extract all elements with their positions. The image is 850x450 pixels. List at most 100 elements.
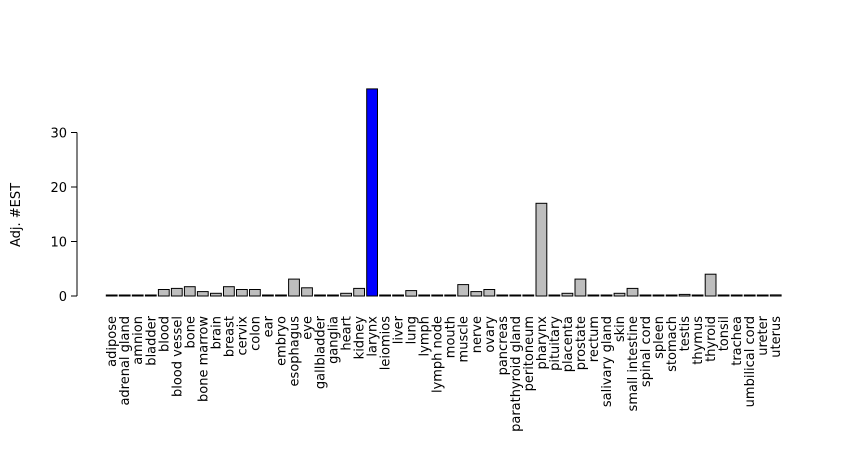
bar-lung xyxy=(405,290,418,297)
x-tick-label: esophagus xyxy=(288,316,303,387)
bar-peritoneum xyxy=(522,294,535,297)
x-tick-label: bone xyxy=(183,316,198,348)
bar-ear xyxy=(262,294,274,297)
bar-spleen xyxy=(652,294,665,297)
x-tick-label: adipose xyxy=(105,316,120,367)
x-tick-label: mouth xyxy=(444,316,459,358)
x-tick-label: placenta xyxy=(561,316,576,372)
bar-heart xyxy=(340,292,353,297)
x-tick-label: salivary gland xyxy=(600,316,615,407)
bar-blood xyxy=(157,289,170,297)
bar-bone-marrow xyxy=(196,291,209,297)
x-tick-label: ganglia xyxy=(327,316,342,364)
x-tick-label: colon xyxy=(248,316,263,351)
bar-adrenal-gland xyxy=(118,294,131,297)
x-tick-label: lung xyxy=(405,316,420,344)
bar-leiomios xyxy=(379,294,392,297)
bar-blood-vessel xyxy=(170,287,183,297)
bar-larynx xyxy=(366,88,379,297)
bar-uterus xyxy=(769,294,782,297)
x-tick-label: rectum xyxy=(587,316,602,362)
x-tick-label: testis xyxy=(678,316,693,352)
bar-bladder xyxy=(144,294,157,297)
x-tick-label: nerve xyxy=(470,316,485,353)
bar-stomach xyxy=(665,294,678,297)
bar-salivary-gland xyxy=(600,294,613,297)
bar-adipose xyxy=(105,294,118,297)
bar-amnion xyxy=(131,294,144,297)
bar-umbilical-cord xyxy=(743,294,756,297)
bar-pancreas xyxy=(496,294,509,297)
x-tick-label: prostate xyxy=(574,316,589,370)
bar-pharynx xyxy=(535,202,548,297)
x-tick-label: embryo xyxy=(275,316,290,366)
x-tick-label: uterus xyxy=(769,316,784,358)
x-tick-label: leiomios xyxy=(379,316,394,370)
x-tick-label: lymph node xyxy=(431,316,446,393)
y-tick-label: 20 xyxy=(50,181,67,196)
bar-eye xyxy=(301,287,313,297)
bar-liver xyxy=(392,294,405,297)
bar-lymph xyxy=(418,294,431,297)
bar-placenta xyxy=(561,292,574,297)
x-tick-label: blood xyxy=(157,316,172,352)
x-tick-label: bladder xyxy=(144,315,159,365)
bar-tonsil xyxy=(717,294,730,297)
x-tick-label: pituitary xyxy=(548,316,563,371)
x-tick-label: tonsil xyxy=(717,316,732,351)
bar-ganglia xyxy=(327,294,339,297)
bar-bone xyxy=(183,286,196,297)
x-tick-label: parathyroid gland xyxy=(509,316,524,432)
x-tick-label: eye xyxy=(301,316,316,340)
x-tick-label: muscle xyxy=(457,316,472,362)
x-tick-label: spleen xyxy=(652,316,667,359)
x-tick-label: liver xyxy=(392,315,407,344)
x-tick-label: gallbladder xyxy=(314,315,329,389)
bar-spinal-cord xyxy=(639,294,652,297)
bar-pituitary xyxy=(548,294,561,297)
bar-thyroid xyxy=(704,273,717,297)
x-tick-label: blood vessel xyxy=(170,316,185,397)
x-tick-label: spinal cord xyxy=(639,316,654,387)
bar-ureter xyxy=(756,294,769,297)
x-tick-label: thyroid xyxy=(704,316,719,362)
x-tick-label: ureter xyxy=(756,315,771,355)
bar-skin xyxy=(613,292,626,297)
x-tick-label: skin xyxy=(613,316,628,342)
bar-lymph-node xyxy=(431,294,444,297)
x-tick-label: thymus xyxy=(691,316,706,365)
bar-rectum xyxy=(587,294,600,297)
bar-brain xyxy=(210,292,222,297)
x-tick-label: breast xyxy=(222,316,237,357)
bar-embryo xyxy=(275,294,287,297)
x-tick-label: ear xyxy=(261,315,276,337)
bar-esophagus xyxy=(288,278,300,297)
bar-muscle xyxy=(457,284,470,297)
bar-colon xyxy=(249,289,261,297)
x-tick-label: pharynx xyxy=(535,316,550,370)
y-axis-label: Adj. #EST xyxy=(9,183,24,247)
bar-prostate xyxy=(574,278,587,297)
x-tick-label: cervix xyxy=(235,316,250,356)
y-tick-label: 10 xyxy=(50,236,67,251)
x-tick-label: bone marrow xyxy=(196,316,211,402)
x-tick-label: stomach xyxy=(665,316,680,372)
x-tick-label: larynx xyxy=(366,316,381,357)
x-tick-label: pancreas xyxy=(496,316,511,376)
bars xyxy=(105,88,782,297)
x-tick-label: amnion xyxy=(131,316,146,365)
bar-ovary xyxy=(483,289,496,297)
bar-gallbladder xyxy=(314,294,326,297)
y-tick-label: 0 xyxy=(59,290,67,305)
x-tick-label: ovary xyxy=(483,316,498,353)
x-tick-label: umbilical cord xyxy=(743,316,758,407)
x-tick-label: lymph xyxy=(418,316,433,356)
bar-mouth xyxy=(444,294,457,297)
x-tick-label: trachea xyxy=(730,316,745,366)
bar-breast xyxy=(223,286,235,297)
bar-testis xyxy=(678,293,691,297)
bar-kidney xyxy=(353,287,366,297)
x-tick-label: heart xyxy=(340,316,355,351)
x-tick-label: adrenal gland xyxy=(118,316,133,406)
